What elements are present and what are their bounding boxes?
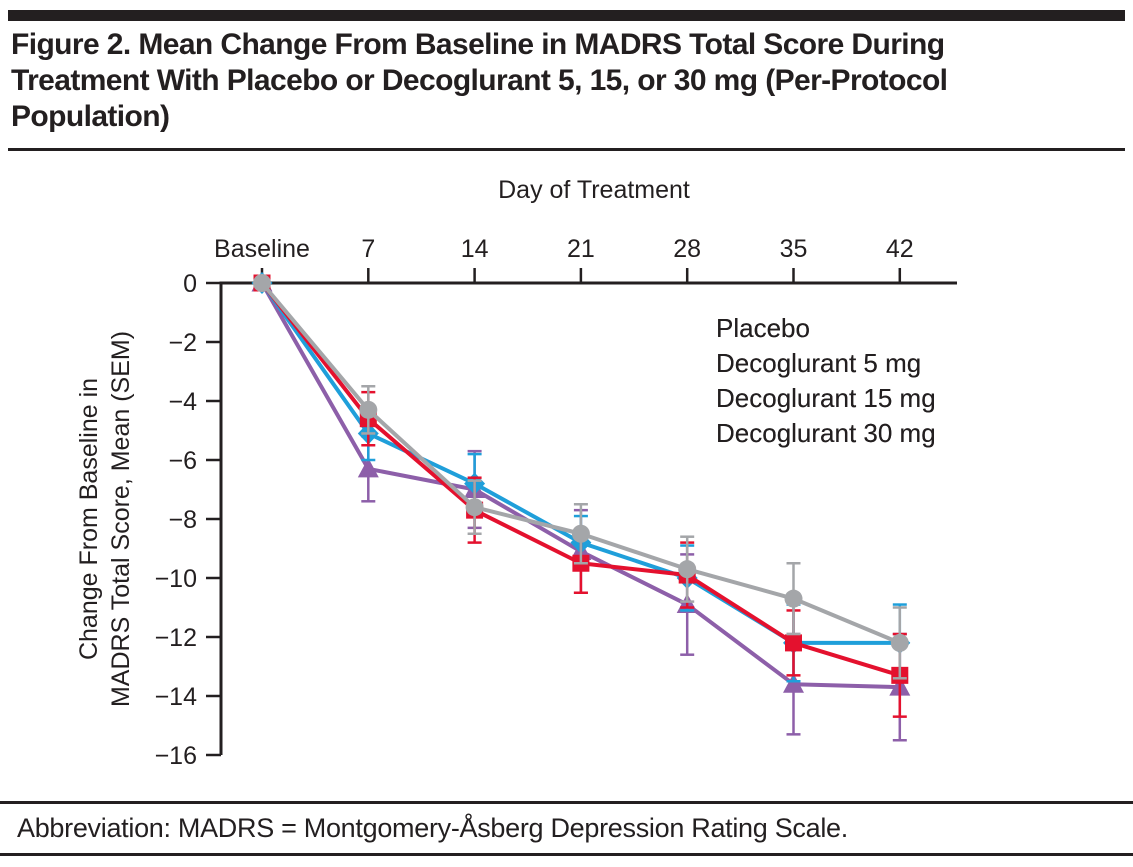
y-tick-label: −16 [155, 742, 197, 770]
figure-title-line-2: Treatment With Placebo or Decoglurant 5,… [11, 64, 948, 97]
top-rule [8, 10, 1125, 21]
y-axis-title-line-2: MADRS Total Score, Mean (SEM) [107, 331, 135, 707]
y-axis-title-line-1: Change From Baseline in [75, 378, 103, 660]
data-point-marker [357, 457, 379, 478]
data-point-marker [783, 673, 804, 693]
legend: Placebo Decoglurant 5 mg Decoglurant 15 mg… [716, 313, 936, 448]
y-tick-label: −14 [155, 683, 198, 711]
data-point-marker [359, 400, 378, 419]
series-line-decoglurant-30-mg [260, 282, 900, 690]
data-point-marker [784, 589, 803, 608]
legend-label-decoglurant-30-mg: Decoglurant 30 mg [716, 418, 936, 448]
legend-label-decoglurant-15-mg: Decoglurant 15 mg [716, 383, 936, 413]
abbreviation-note: Abbreviation: MADRS = Montgomery-Åsberg … [0, 801, 1133, 856]
x-axis-title: Day of Treatment [498, 176, 690, 204]
x-tick-label: Baseline [214, 235, 310, 263]
y-tick-label: −10 [155, 565, 197, 593]
x-tick-label: 28 [673, 235, 701, 263]
figure-title: Figure 2. Mean Change From Baseline in M… [11, 27, 1126, 135]
abbreviation-text: Abbreviation: MADRS = Montgomery-Åsberg … [17, 813, 848, 843]
data-point-marker [678, 560, 697, 579]
y-tick-label: −12 [155, 624, 197, 652]
x-tick-label: 42 [886, 235, 914, 263]
figure-title-line-3: Population) [11, 100, 170, 133]
y-tick-label: −6 [168, 447, 197, 475]
x-tick-label: 14 [461, 235, 489, 263]
legend-label-decoglurant-30-mg: Decoglurant 30 mg [716, 418, 936, 448]
y-tick-label: −8 [168, 506, 197, 534]
y-tick-label: 0 [183, 270, 197, 298]
legend-label-placebo: Placebo [716, 313, 810, 343]
legend-label-placebo: Placebo [716, 313, 810, 343]
x-tick-label: 35 [780, 235, 808, 263]
madrs-change-line-chart: Day of Treatment Baseline 7 14 21 28 35 42 0 −2 −4… [75, 176, 957, 770]
data-point-marker [890, 633, 909, 652]
x-tick-label: 7 [361, 235, 375, 263]
series-decoglurant-15-mg [251, 272, 911, 683]
data-point-marker [465, 498, 484, 517]
series-placebo [253, 274, 909, 680]
legend-label-decoglurant-5-mg: Decoglurant 5 mg [716, 348, 921, 378]
data-point-marker [253, 274, 271, 292]
title-divider [8, 148, 1125, 151]
legend-label-decoglurant-5-mg: Decoglurant 5 mg [716, 348, 921, 378]
series-decoglurant-5-mg [253, 274, 909, 718]
data-point-marker [785, 634, 802, 652]
legend-label-decoglurant-15-mg: Decoglurant 15 mg [716, 383, 936, 413]
x-tick-label: 21 [567, 235, 595, 263]
figure-title-line-1: Figure 2. Mean Change From Baseline in M… [11, 28, 945, 61]
y-tick-label: −4 [168, 388, 197, 416]
y-tick-label: −2 [168, 329, 197, 357]
data-point-marker [571, 524, 590, 543]
